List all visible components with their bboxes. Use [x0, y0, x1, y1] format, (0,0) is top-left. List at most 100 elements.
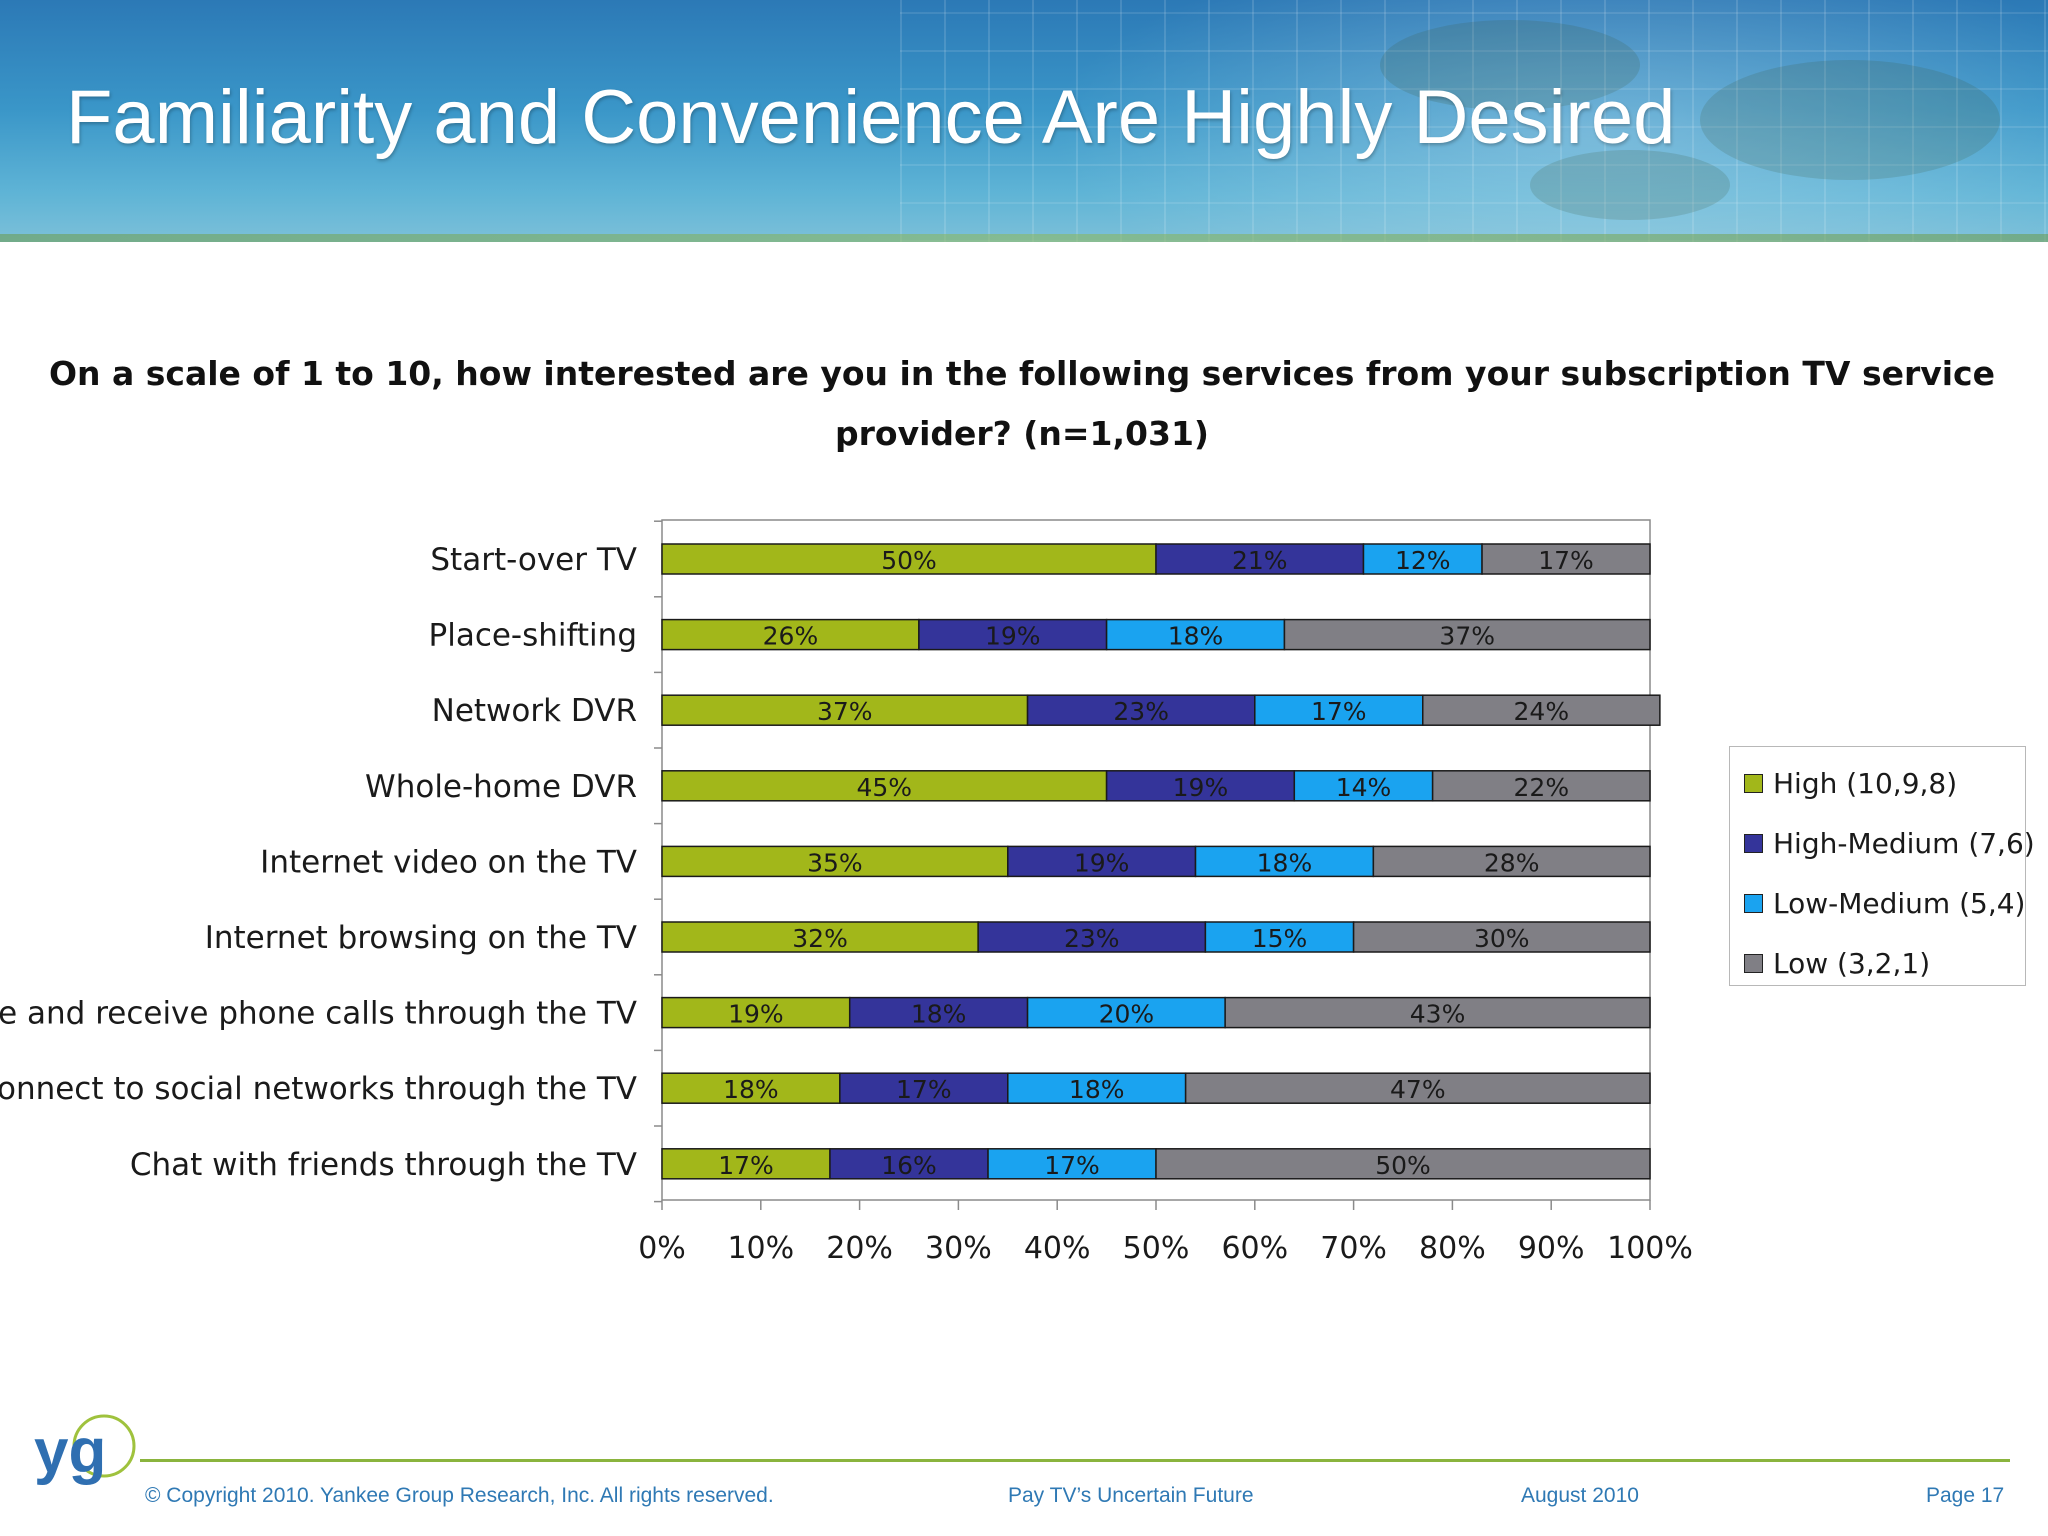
bar-segment [1254, 694, 1424, 726]
banner-grid-pattern [900, 0, 2048, 242]
x-tick-label: 0% [638, 1231, 686, 1266]
bar-data-label: 32% [792, 924, 848, 953]
footer-copyright: © Copyright 2010. Yankee Group Research,… [145, 1484, 774, 1507]
bar-segment [1007, 1072, 1187, 1104]
category-label: Connect to social networks through the T… [0, 1071, 637, 1107]
legend-item: High-Medium (7,6) [1744, 823, 2035, 863]
footer-divider [140, 1459, 2010, 1462]
bar-segment [1283, 618, 1651, 651]
bar-data-label: 19% [985, 622, 1041, 651]
bar-segment [661, 694, 1029, 726]
category-label: Internet video on the TV [260, 844, 637, 880]
bar-segment [1184, 1072, 1651, 1104]
header-banner: Familiarity and Convenience Are Highly D… [0, 0, 2048, 242]
category-label: Start-over TV [430, 542, 637, 578]
yankee-group-logo: yg [34, 1414, 136, 1486]
x-tick-label: 80% [1419, 1231, 1486, 1266]
bar-segment [661, 543, 1157, 575]
banner-glow [1000, 0, 2048, 242]
bars-group [661, 543, 1661, 1180]
bar-data-label: 18% [1168, 622, 1224, 651]
category-labels-group: Start-over TV Place-shifting Network DVR Wh… [0, 542, 637, 1183]
category-label: Network DVR [432, 693, 637, 729]
x-tick-label: 100% [1607, 1231, 1693, 1266]
bar-segment [839, 1072, 1009, 1104]
x-tick-label: 50% [1123, 1231, 1190, 1266]
x-tick-label: 60% [1221, 1231, 1288, 1266]
bar-segment [661, 845, 1009, 878]
banner-map-shape [1700, 60, 2000, 180]
bar-segment [661, 996, 851, 1029]
x-tick-label: 40% [1024, 1231, 1091, 1266]
bar-data-label: 17% [1538, 546, 1594, 575]
bar-segment [661, 770, 1108, 802]
chart-legend: High (10,9,8) High-Medium (7,6) Low-Medium… [1729, 746, 2035, 986]
legend-item: High (10,9,8) [1744, 763, 1957, 803]
bar-segment [848, 996, 1029, 1029]
category-label: Make and receive phone calls through the… [0, 996, 637, 1032]
bar-data-label: 18% [1069, 1075, 1125, 1104]
category-label: Place-shifting [429, 618, 637, 654]
bar-data-label: 16% [881, 1151, 937, 1180]
logo-text: yg [34, 1417, 106, 1486]
bar-segment [1155, 543, 1365, 575]
bar-segment [987, 1148, 1157, 1180]
bar-segment [1431, 770, 1651, 802]
bar-data-label: 30% [1474, 924, 1530, 953]
bar-data-label: 45% [857, 773, 913, 802]
bar-data-label: 43% [1410, 1000, 1466, 1029]
bar-data-label: 17% [896, 1075, 952, 1104]
banner-bottom-stripe [0, 234, 2048, 242]
x-tick-label: 10% [727, 1231, 794, 1266]
x-tick-label: 30% [925, 1231, 992, 1266]
chart-title-line: On a scale of 1 to 10, how interested ar… [49, 354, 1995, 393]
legend-swatch [1744, 893, 1763, 913]
bar-segment [1293, 770, 1434, 802]
bar-segment [1026, 694, 1256, 726]
bar-segment [1372, 845, 1651, 878]
category-label: Whole-home DVR [365, 769, 637, 805]
x-axis-ticks-group: 0% 10% 20% 30% 40% 50% 60% 70% 80% 90% 100% [638, 1200, 1693, 1266]
bar-data-label: 17% [1044, 1151, 1100, 1180]
bar-segment [829, 1148, 989, 1180]
bar-data-label: 14% [1336, 773, 1392, 802]
bar-segment [1155, 1148, 1651, 1180]
footer-page-number: Page 17 [1926, 1484, 2005, 1507]
bar-data-label: 47% [1390, 1075, 1446, 1104]
data-labels-group: 50% 21% 12% 17% 26% 19% 18% 37% 37% 23% 17% 24% 45% 1… [718, 546, 1594, 1180]
legend-swatch [1744, 833, 1763, 853]
legend-item: Low (3,2,1) [1744, 943, 1930, 983]
bar-data-label: 35% [807, 848, 863, 877]
bar-segment [661, 921, 979, 953]
bar-data-label: 18% [911, 1000, 967, 1029]
legend-label: High-Medium (7,6) [1773, 826, 2035, 860]
bar-data-label: 50% [1375, 1151, 1431, 1180]
category-label: Chat with friends through the TV [130, 1147, 637, 1183]
bar-data-label: 17% [718, 1151, 774, 1180]
bar-data-label: 22% [1514, 773, 1570, 802]
bar-data-label: 15% [1252, 924, 1308, 953]
bar-segment [977, 921, 1207, 953]
bar-data-label: 23% [1113, 697, 1169, 726]
legend-label: Low (3,2,1) [1773, 946, 1931, 980]
stacked-bar-chart: On a scale of 1 to 10, how interested ar… [0, 354, 1995, 1266]
bar-data-label: 18% [723, 1075, 779, 1104]
bar-segment [1352, 921, 1651, 953]
legend-swatch [1744, 773, 1763, 793]
bar-segment [1481, 543, 1651, 575]
bar-segment [1105, 770, 1296, 802]
footer-date: August 2010 [1521, 1484, 1639, 1507]
bar-data-label: 50% [881, 546, 937, 575]
legend-label: Low-Medium (5,4) [1773, 886, 2026, 920]
bar-segment [1422, 694, 1661, 726]
bar-data-label: 18% [1257, 848, 1313, 877]
bar-data-label: 19% [1173, 773, 1229, 802]
category-label: Internet browsing on the TV [205, 920, 637, 956]
bar-data-label: 37% [1439, 622, 1495, 651]
bar-data-label: 23% [1064, 924, 1120, 953]
x-tick-label: 70% [1320, 1231, 1387, 1266]
bar-data-label: 37% [817, 697, 873, 726]
legend-label: High (10,9,8) [1773, 766, 1958, 800]
banner-map-shape [1380, 20, 1640, 110]
bar-segment [1194, 845, 1375, 878]
